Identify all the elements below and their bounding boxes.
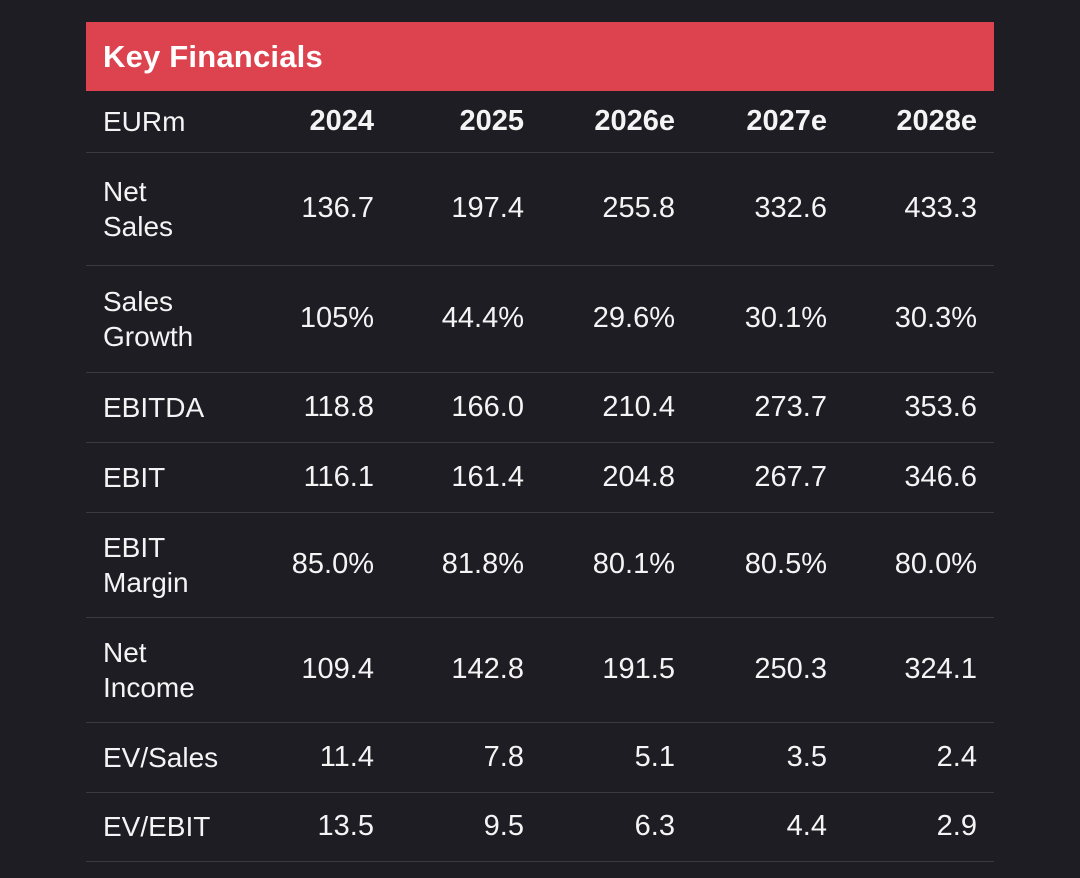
cell-value: 204.8 <box>602 460 675 493</box>
cell-value: 85.0% <box>291 548 374 580</box>
cell-value: 11.4 <box>319 740 374 773</box>
cell-value: 136.7 <box>301 192 374 224</box>
cell-value: 44.4% <box>441 302 524 334</box>
cell-value: 29.6% <box>592 302 675 334</box>
cell-value: 80.1% <box>592 548 675 580</box>
cell-value: 255.8 <box>602 192 675 224</box>
section-title: Key Financials <box>103 38 323 74</box>
table-row-ebitda: EBITDA 118.8 166.0 210.4 273.7 353.6 <box>86 372 994 442</box>
column-header-2027e: 2027e <box>746 104 827 137</box>
cell-value: 250.3 <box>754 653 827 685</box>
cell-value: 332.6 <box>754 192 827 224</box>
table-row-net-sales: Net Sales 136.7 197.4 255.8 332.6 433.3 <box>86 152 994 265</box>
cell-value: 166.0 <box>451 390 524 423</box>
cell-value: 267.7 <box>754 460 827 493</box>
cell-value: 5.1 <box>634 740 675 773</box>
key-financials-section: Key Financials EURm 2024 2025 2026e 2027… <box>86 22 994 862</box>
column-header-2028e: 2028e <box>896 104 977 137</box>
cell-value: 13.5 <box>317 810 374 842</box>
table-row-ebit: EBIT 116.1 161.4 204.8 267.7 346.6 <box>86 442 994 512</box>
table-header-row: EURm 2024 2025 2026e 2027e 2028e <box>86 91 994 152</box>
table-row-ebit-margin: EBIT Margin 85.0% 81.8% 80.1% 80.5% 80.0… <box>86 512 994 617</box>
unit-label: EURm <box>103 105 186 137</box>
cell-value: 3.5 <box>786 740 827 773</box>
cell-value: 161.4 <box>451 460 524 493</box>
row-label: Sales Growth <box>103 285 194 352</box>
cell-value: 116.1 <box>303 460 374 493</box>
cell-value: 7.8 <box>483 740 524 773</box>
cell-value: 105% <box>299 302 374 334</box>
cell-value: 81.8% <box>441 548 524 580</box>
cell-value: 4.4 <box>786 810 827 842</box>
column-header-2025: 2025 <box>459 104 524 137</box>
cell-value: 142.8 <box>451 653 524 685</box>
table-row-net-income: Net Income 109.4 142.8 191.5 250.3 324.1 <box>86 617 994 722</box>
cell-value: 80.5% <box>744 548 827 580</box>
cell-value: 109.4 <box>301 653 374 685</box>
cell-value: 433.3 <box>904 192 977 224</box>
row-label: EBITDA <box>103 391 205 423</box>
cell-value: 210.4 <box>602 390 675 423</box>
cell-value: 191.5 <box>602 653 675 685</box>
cell-value: 6.3 <box>634 810 675 842</box>
cell-value: 273.7 <box>754 390 827 423</box>
table-row-sales-growth: Sales Growth 105% 44.4% 29.6% 30.1% 30.3… <box>86 265 994 372</box>
cell-value: 2.4 <box>936 740 977 773</box>
row-label: EBIT Margin <box>103 531 189 598</box>
row-label: EV/Sales <box>103 741 219 773</box>
row-label: Net Sales <box>103 175 174 242</box>
table-row-ev-ebit: EV/EBIT 13.5 9.5 6.3 4.4 2.9 <box>86 792 994 861</box>
row-label: Net Income <box>103 636 195 703</box>
cell-value: 353.6 <box>904 390 977 423</box>
cell-value: 9.5 <box>483 810 524 842</box>
cell-value: 118.8 <box>303 390 374 423</box>
row-label: EBIT <box>103 461 166 493</box>
section-header-banner: Key Financials <box>86 22 994 91</box>
cell-value: 197.4 <box>451 192 524 224</box>
cell-value: 2.9 <box>936 810 977 842</box>
cell-value: 324.1 <box>904 653 977 685</box>
table-row-ev-sales: EV/Sales 11.4 7.8 5.1 3.5 2.4 <box>86 722 994 792</box>
cell-value: 346.6 <box>904 460 977 493</box>
cell-value: 80.0% <box>894 548 977 580</box>
column-header-2026e: 2026e <box>594 104 675 137</box>
row-label: EV/EBIT <box>103 811 211 842</box>
key-financials-table: EURm 2024 2025 2026e 2027e 2028e Net Sal… <box>86 91 994 862</box>
cell-value: 30.3% <box>894 302 977 334</box>
cell-value: 30.1% <box>744 302 827 334</box>
column-header-2024: 2024 <box>309 104 374 137</box>
